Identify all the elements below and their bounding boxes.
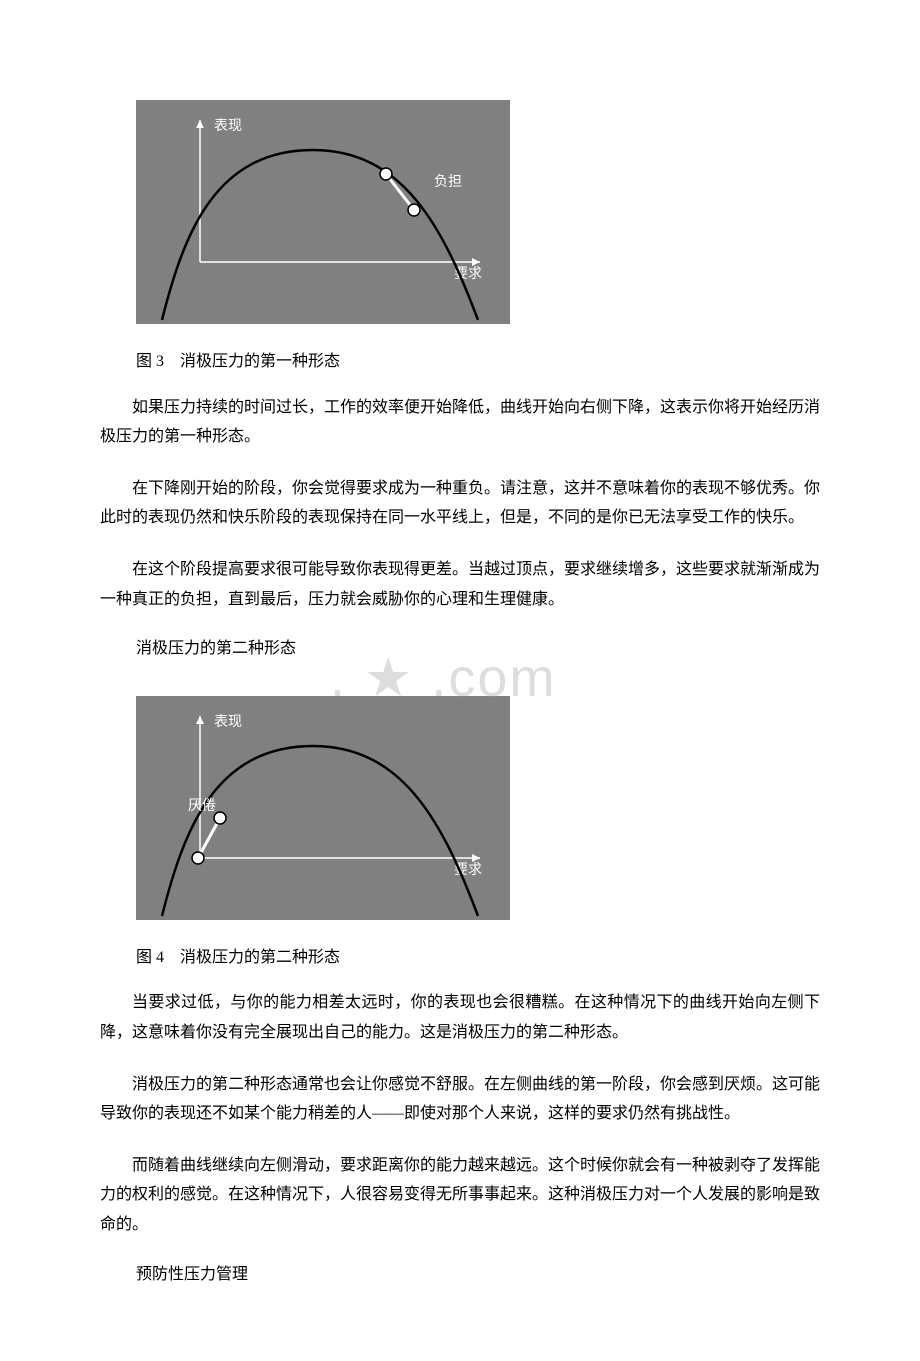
paragraph-5: 消极压力的第二种形态通常也会让你感觉不舒服。在左侧曲线的第一阶段，你会感到厌烦。… bbox=[100, 1070, 820, 1129]
section-heading-form2: 消极压力的第二种形态 bbox=[136, 636, 820, 662]
figure-3-chart: 表现要求负担 bbox=[136, 100, 510, 324]
figure-4-svg: 表现要求厌倦 bbox=[138, 698, 508, 918]
paragraph-6: 而随着曲线继续向左侧滑动，要求距离你的能力越来越远。这个时候你就会有一种被剥夺了… bbox=[100, 1151, 820, 1240]
svg-text:负担: 负担 bbox=[434, 174, 462, 190]
paragraph-3: 在这个阶段提高要求很可能导致你表现得更差。当越过顶点，要求继续增多，这些要求就渐… bbox=[100, 555, 820, 614]
svg-text:表现: 表现 bbox=[214, 714, 242, 730]
figure-4-chart: 表现要求厌倦 bbox=[136, 696, 510, 920]
figure-3-svg: 表现要求负担 bbox=[138, 102, 508, 322]
paragraph-4: 当要求过低，与你的能力相差太远时，你的表现也会很糟糕。在这种情况下的曲线开始向左… bbox=[100, 988, 820, 1047]
paragraph-2: 在下降刚开始的阶段，你会觉得要求成为一种重负。请注意，这并不意味着你的表现不够优… bbox=[100, 474, 820, 533]
figure-4-caption: 图 4 消极压力的第二种形态 bbox=[136, 945, 820, 971]
paragraph-1: 如果压力持续的时间过长，工作的效率便开始降低，曲线开始向右侧下降，这表示你将开始… bbox=[100, 393, 820, 452]
svg-text:表现: 表现 bbox=[214, 118, 242, 134]
figure-3-caption: 图 3 消极压力的第一种形态 bbox=[136, 349, 820, 375]
svg-text:厌倦: 厌倦 bbox=[188, 798, 216, 814]
section-heading-prevention: 预防性压力管理 bbox=[136, 1262, 820, 1288]
